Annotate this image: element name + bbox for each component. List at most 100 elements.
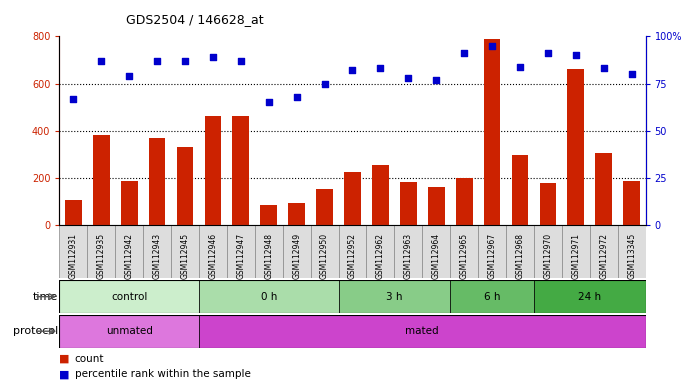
Bar — [595, 153, 612, 225]
Point — [626, 71, 637, 77]
Point — [347, 67, 358, 73]
Bar — [205, 116, 221, 225]
Text: ■: ■ — [59, 369, 70, 379]
Point — [68, 96, 79, 102]
Bar — [394, 225, 422, 278]
Text: unmated: unmated — [105, 326, 153, 336]
Bar — [199, 315, 646, 348]
Bar — [87, 225, 115, 278]
Text: GSM112947: GSM112947 — [237, 233, 245, 279]
Point — [375, 65, 386, 71]
Bar — [316, 189, 333, 225]
Text: GSM112948: GSM112948 — [265, 233, 273, 279]
Bar — [232, 116, 249, 225]
Bar — [143, 225, 171, 278]
Point — [124, 73, 135, 79]
Text: ■: ■ — [59, 354, 70, 364]
Text: control: control — [111, 291, 147, 302]
Bar — [534, 280, 646, 313]
Bar — [115, 225, 143, 278]
Bar — [450, 225, 478, 278]
Bar — [450, 280, 534, 313]
Bar — [59, 280, 199, 313]
Bar — [260, 205, 277, 225]
Text: GSM112963: GSM112963 — [404, 233, 413, 279]
Bar — [93, 135, 110, 225]
Bar — [540, 184, 556, 225]
Text: GSM112964: GSM112964 — [432, 233, 440, 279]
Bar — [372, 165, 389, 225]
Bar — [366, 225, 394, 278]
Bar — [59, 225, 87, 278]
Bar — [512, 155, 528, 225]
Text: GSM112967: GSM112967 — [488, 233, 496, 279]
Bar — [339, 225, 366, 278]
Point — [151, 58, 163, 64]
Text: 24 h: 24 h — [578, 291, 602, 302]
Text: 0 h: 0 h — [260, 291, 277, 302]
Point — [319, 81, 330, 87]
Bar — [121, 181, 138, 225]
Text: GSM112950: GSM112950 — [320, 233, 329, 279]
Point — [431, 77, 442, 83]
Bar — [506, 225, 534, 278]
Bar — [255, 225, 283, 278]
Bar — [534, 225, 562, 278]
Point — [487, 43, 498, 49]
Bar — [422, 225, 450, 278]
Text: time: time — [33, 291, 58, 302]
Text: mated: mated — [406, 326, 439, 336]
Bar — [65, 200, 82, 225]
Bar — [171, 225, 199, 278]
Bar — [590, 225, 618, 278]
Bar — [283, 225, 311, 278]
Text: GSM112943: GSM112943 — [153, 233, 161, 279]
Text: GSM112952: GSM112952 — [348, 233, 357, 279]
Bar — [149, 137, 165, 225]
Bar — [339, 280, 450, 313]
Bar — [623, 181, 640, 225]
Bar — [567, 70, 584, 225]
Bar — [199, 225, 227, 278]
Point — [263, 99, 274, 106]
Bar — [59, 315, 199, 348]
Text: GSM113345: GSM113345 — [628, 233, 636, 279]
Text: count: count — [75, 354, 104, 364]
Point — [207, 54, 218, 60]
Point — [459, 50, 470, 56]
Point — [179, 58, 191, 64]
Bar — [428, 187, 445, 225]
Text: GSM112962: GSM112962 — [376, 233, 385, 279]
Text: GSM112965: GSM112965 — [460, 233, 468, 279]
Bar — [562, 225, 590, 278]
Text: GSM112946: GSM112946 — [209, 233, 217, 279]
Text: GSM112935: GSM112935 — [97, 233, 105, 279]
Text: 3 h: 3 h — [386, 291, 403, 302]
Bar — [344, 172, 361, 225]
Bar — [199, 280, 339, 313]
Text: GSM112945: GSM112945 — [181, 233, 189, 279]
Text: GDS2504 / 146628_at: GDS2504 / 146628_at — [126, 13, 263, 26]
Point — [598, 65, 609, 71]
Bar — [227, 225, 255, 278]
Bar — [288, 204, 305, 225]
Point — [96, 58, 107, 64]
Point — [514, 63, 526, 70]
Text: 6 h: 6 h — [484, 291, 500, 302]
Bar — [484, 39, 500, 225]
Bar — [177, 147, 193, 225]
Text: GSM112971: GSM112971 — [572, 233, 580, 279]
Point — [403, 75, 414, 81]
Point — [570, 52, 581, 58]
Text: GSM112949: GSM112949 — [292, 233, 301, 279]
Text: GSM112968: GSM112968 — [516, 233, 524, 279]
Text: protocol: protocol — [13, 326, 58, 336]
Point — [235, 58, 246, 64]
Text: GSM112972: GSM112972 — [600, 233, 608, 279]
Bar — [400, 182, 417, 225]
Bar — [311, 225, 339, 278]
Bar — [456, 178, 473, 225]
Point — [291, 94, 302, 100]
Text: percentile rank within the sample: percentile rank within the sample — [75, 369, 251, 379]
Bar — [618, 225, 646, 278]
